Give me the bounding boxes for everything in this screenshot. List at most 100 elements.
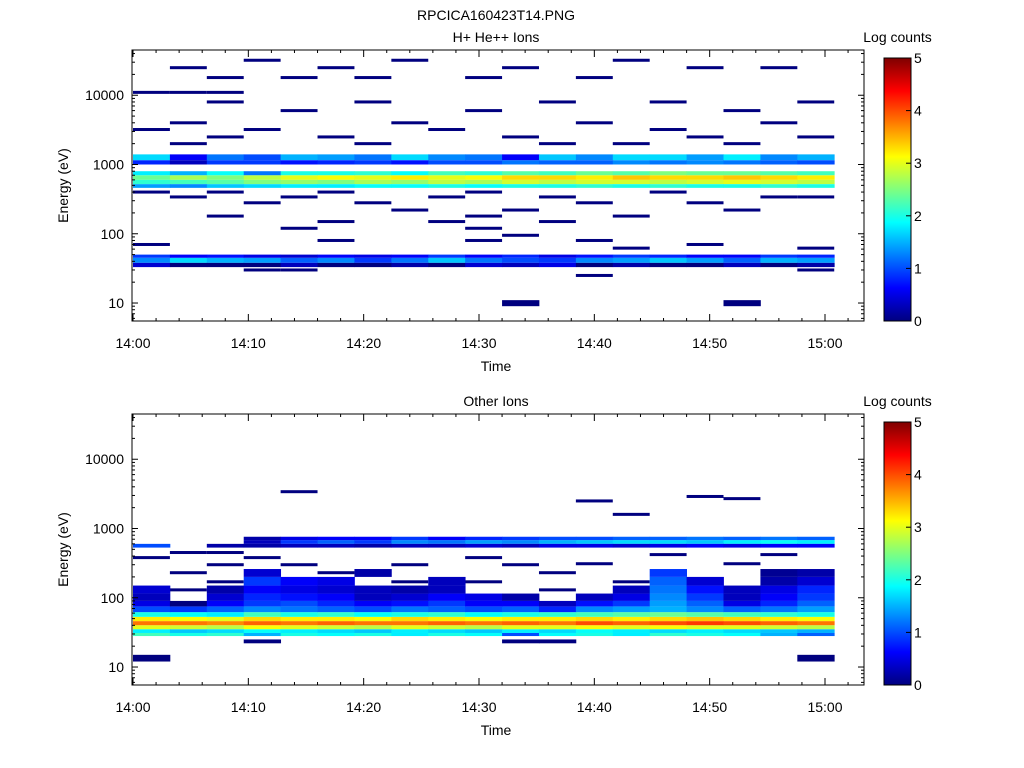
heatmap-cell bbox=[243, 201, 281, 205]
heatmap-cell bbox=[686, 621, 724, 626]
heatmap-cell bbox=[428, 606, 466, 613]
heatmap-cell bbox=[575, 543, 614, 548]
heatmap-cell bbox=[354, 625, 392, 630]
y-tick-label: 1000 bbox=[93, 156, 124, 172]
heatmap-cell bbox=[723, 142, 761, 146]
heatmap-cells bbox=[133, 490, 835, 662]
colorbar-label: Log counts bbox=[863, 393, 932, 409]
heatmap-cell bbox=[575, 179, 614, 185]
heatmap-cell bbox=[686, 160, 724, 165]
heatmap-cell bbox=[465, 543, 503, 548]
heatmap-cell bbox=[169, 262, 208, 268]
heatmap-cell bbox=[686, 494, 724, 498]
heatmap-cell bbox=[502, 254, 540, 258]
x-tick-label: 14:30 bbox=[461, 699, 496, 715]
heatmap-cell bbox=[280, 632, 318, 637]
heatmap-cell bbox=[280, 563, 318, 567]
heatmap-cell bbox=[649, 175, 687, 180]
heatmap-cell bbox=[686, 625, 724, 630]
heatmap-cell bbox=[760, 257, 798, 263]
heatmap-cell bbox=[280, 154, 318, 161]
heatmap-cell bbox=[649, 160, 687, 165]
heatmap-cell bbox=[428, 171, 466, 176]
heatmap-cell bbox=[465, 593, 503, 601]
heatmap-cell bbox=[797, 171, 835, 176]
heatmap-cell bbox=[206, 90, 244, 94]
heatmap-cell bbox=[280, 254, 318, 258]
heatmap-cell bbox=[723, 600, 761, 607]
heatmap-cell bbox=[686, 585, 724, 594]
heatmap-cell bbox=[243, 621, 282, 626]
heatmap-cell bbox=[133, 154, 171, 161]
x-tick-label: 14:10 bbox=[231, 699, 266, 715]
heatmap-cell bbox=[502, 208, 539, 212]
heatmap-cell bbox=[723, 536, 761, 541]
heatmap-cell bbox=[465, 179, 503, 185]
heatmap-cell bbox=[133, 190, 170, 194]
y-tick-label: 10000 bbox=[85, 87, 124, 103]
heatmap-cell bbox=[649, 569, 687, 577]
heatmap-cell bbox=[538, 154, 577, 161]
heatmap-cell bbox=[243, 639, 282, 644]
heatmap-cell bbox=[502, 262, 540, 268]
heatmap-cell bbox=[502, 639, 540, 644]
heatmap-cell bbox=[391, 262, 429, 268]
heatmap-cell bbox=[760, 616, 798, 622]
heatmap-cell bbox=[317, 571, 355, 575]
x-tick-label: 14:00 bbox=[115, 335, 150, 351]
heatmap-cell bbox=[612, 184, 651, 188]
heatmap-cell bbox=[280, 195, 318, 199]
heatmap-cell bbox=[206, 593, 245, 601]
heatmap-cell bbox=[206, 76, 244, 80]
heatmap-cell bbox=[760, 632, 798, 637]
heatmap-cell bbox=[391, 175, 429, 180]
heatmap-cell bbox=[723, 625, 761, 630]
heatmap-cell bbox=[280, 76, 318, 80]
heatmap-cell bbox=[502, 257, 540, 263]
heatmap-cell bbox=[391, 171, 429, 176]
heatmap-cell bbox=[133, 625, 171, 630]
heatmap-cell bbox=[317, 629, 355, 633]
heatmap-cell bbox=[169, 632, 208, 637]
heatmap-cell bbox=[612, 606, 651, 613]
heatmap-cell bbox=[612, 254, 651, 258]
heatmap-cell bbox=[206, 625, 245, 630]
heatmap-cell bbox=[612, 585, 651, 594]
heatmap-cell bbox=[317, 600, 355, 607]
heatmap-cell bbox=[465, 580, 503, 584]
heatmap-cell bbox=[502, 629, 540, 633]
heatmap-cell bbox=[243, 616, 282, 622]
heatmap-cell bbox=[723, 179, 761, 185]
heatmap-cell bbox=[797, 629, 835, 633]
heatmap-cell bbox=[243, 632, 282, 637]
heatmap-cell bbox=[612, 58, 650, 62]
heatmap-cell bbox=[206, 175, 245, 180]
heatmap-cell bbox=[465, 629, 503, 633]
heatmap-cell bbox=[206, 257, 245, 263]
heatmap-cell bbox=[502, 171, 540, 176]
heatmap-cell bbox=[538, 540, 577, 544]
heatmap-cell bbox=[133, 606, 171, 613]
heatmap-cell bbox=[206, 135, 244, 139]
heatmap-cell bbox=[797, 160, 835, 165]
heatmap-cell bbox=[686, 616, 724, 622]
colorbar-tick-label: 4 bbox=[914, 103, 922, 119]
heatmap-cell bbox=[612, 593, 651, 601]
panel-title: H+ He++ Ions bbox=[453, 29, 540, 45]
heatmap-cell bbox=[797, 254, 835, 258]
heatmap-cell bbox=[280, 629, 318, 633]
heatmap-cell bbox=[206, 551, 244, 555]
heatmap-cell bbox=[133, 254, 171, 258]
heatmap-cell bbox=[133, 257, 171, 263]
heatmap-cell bbox=[723, 257, 761, 263]
heatmap-cell bbox=[797, 616, 835, 622]
heatmap-cell bbox=[428, 621, 466, 626]
heatmap-cell bbox=[538, 220, 576, 224]
heatmap-cell bbox=[538, 100, 576, 104]
x-tick-label: 15:00 bbox=[807, 699, 842, 715]
heatmap-cell bbox=[502, 66, 539, 70]
heatmap-cell bbox=[612, 540, 651, 544]
heatmap-cell bbox=[391, 154, 429, 161]
heatmap-cell bbox=[354, 612, 392, 617]
heatmap-cell bbox=[723, 171, 761, 176]
